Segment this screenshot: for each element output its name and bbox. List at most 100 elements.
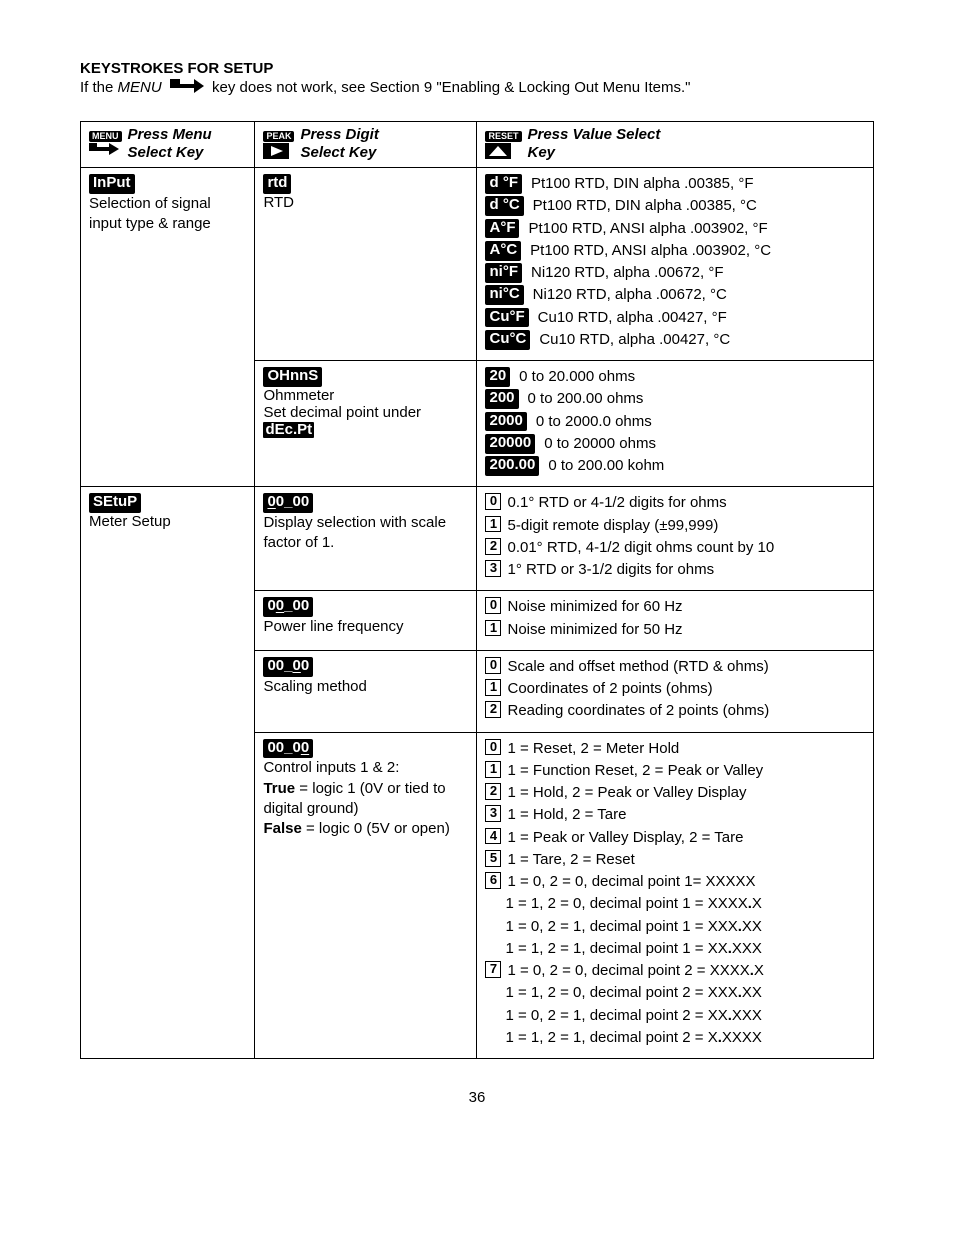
hdr-c3-l1: Press Value Select — [528, 126, 661, 143]
value-option: Cu°C Cu10 RTD, alpha .00427, °C — [485, 330, 865, 350]
option-desc: 1 = Function Reset, 2 = Peak or Valley — [507, 761, 865, 781]
value-option: ni°C Ni120 RTD, alpha .00672, °C — [485, 285, 865, 305]
value-option: ni°F Ni120 RTD, alpha .00672, °F — [485, 263, 865, 283]
rtd-label: rtd — [263, 174, 291, 194]
option-index: 2 — [485, 783, 501, 800]
value-option: 5 1 = Tare, 2 = Reset — [485, 850, 865, 870]
option-desc: 1 = 1, 2 = 0, decimal point 2 = XXX.XX — [505, 983, 865, 1003]
cell-setup-blk1: 00_00 Display selection with scale facto… — [255, 487, 477, 591]
section-heading: KEYSTROKES FOR SETUP — [80, 60, 874, 77]
option-desc: Pt100 RTD, ANSI alpha .003902, °F — [528, 219, 865, 239]
option-key: 200 — [485, 389, 518, 409]
cell-blk4-values: 0 1 = Reset, 2 = Meter Hold 1 1 = Functi… — [477, 732, 874, 1059]
option-desc: 0.01° RTD, 4-1/2 digit ohms count by 10 — [507, 538, 865, 558]
option-desc: Reading coordinates of 2 points (ohms) — [507, 701, 865, 721]
value-option: d °F Pt100 RTD, DIN alpha .00385, °F — [485, 174, 865, 194]
option-desc: 1 = Hold, 2 = Peak or Valley Display — [507, 783, 865, 803]
option-key: Cu°C — [485, 330, 530, 350]
option-key: A°F — [485, 219, 519, 239]
triangle-right-icon — [263, 143, 289, 159]
option-desc: 1 = Peak or Valley Display, 2 = Tare — [507, 828, 865, 848]
value-option: 200 0 to 200.00 ohms — [485, 389, 865, 409]
value-option: 1 Noise minimized for 50 Hz — [485, 620, 865, 640]
value-option: A°F Pt100 RTD, ANSI alpha .003902, °F — [485, 219, 865, 239]
ohms-l2a: Set decimal point under — [263, 404, 421, 421]
value-option: 7 1 = 0, 2 = 0, decimal point 2 = XXXX.X — [485, 961, 865, 981]
option-key: ni°F — [485, 263, 522, 283]
value-option: 1 Coordinates of 2 points (ohms) — [485, 679, 865, 699]
option-desc: 0 to 200.00 kohm — [548, 456, 865, 476]
option-desc: 1 = Tare, 2 = Reset — [507, 850, 865, 870]
cell-input: InPut Selection of signal input type & r… — [81, 168, 255, 487]
option-desc: Noise minimized for 50 Hz — [507, 620, 865, 640]
cell-rtd: rtd RTD — [255, 168, 477, 361]
value-option: A°C Pt100 RTD, ANSI alpha .003902, °C — [485, 241, 865, 261]
value-option: 2 0.01° RTD, 4-1/2 digit ohms count by 1… — [485, 538, 865, 558]
peak-button-label: PEAK — [263, 131, 294, 142]
hdr-c2-l2: Select Key — [300, 144, 376, 161]
value-option: d °C Pt100 RTD, DIN alpha .00385, °C — [485, 196, 865, 216]
option-desc: Cu10 RTD, alpha .00427, °C — [539, 330, 865, 350]
header-col-3: RESET Press Value SelectKey — [477, 122, 874, 168]
value-option-sub: 1 = 1, 2 = 0, decimal point 2 = XXX.XX — [485, 983, 865, 1003]
blk4-l1: Control inputs 1 & 2: — [263, 759, 399, 776]
option-desc: 1 = 1, 2 = 1, decimal point 1 = XX.XXX — [505, 939, 865, 959]
intro-text: If the MENU key does not work, see Secti… — [80, 79, 874, 97]
page-number: 36 — [80, 1089, 874, 1106]
input-desc: Selection of signal input type & range — [89, 195, 211, 232]
option-desc: Ni120 RTD, alpha .00672, °C — [533, 285, 865, 305]
option-desc: Pt100 RTD, DIN alpha .00385, °F — [531, 174, 865, 194]
option-index: 3 — [485, 560, 501, 577]
option-index: 0 — [485, 739, 501, 756]
cell-setup-blk4: 00_00 Control inputs 1 & 2: True = logic… — [255, 732, 477, 1059]
option-index: 1 — [485, 679, 501, 696]
value-option: 4 1 = Peak or Valley Display, 2 = Tare — [485, 828, 865, 848]
intro-prefix: If the — [80, 79, 118, 96]
blk4-false: False — [263, 820, 301, 837]
value-option: 6 1 = 0, 2 = 0, decimal point 1= XXXXX — [485, 872, 865, 892]
value-option: 0 Scale and offset method (RTD & ohms) — [485, 657, 865, 677]
value-option-sub: 1 = 0, 2 = 1, decimal point 1 = XXX.XX — [485, 917, 865, 937]
option-key: 200.00 — [485, 456, 539, 476]
arrow-right-icon — [170, 79, 204, 97]
value-option: 0 1 = Reset, 2 = Meter Hold — [485, 739, 865, 759]
blk2-desc: Power line frequency — [263, 618, 403, 635]
cell-blk2-values: 0 Noise minimized for 60 Hz 1 Noise mini… — [477, 591, 874, 651]
value-option-sub: 1 = 1, 2 = 0, decimal point 1 = XXXX.X — [485, 894, 865, 914]
cell-ohms: OHnnS Ohmmeter Set decimal point under d… — [255, 361, 477, 487]
option-desc: 1 = 0, 2 = 1, decimal point 2 = XX.XXX — [505, 1006, 865, 1026]
value-option: 0 0.1° RTD or 4-1/2 digits for ohms — [485, 493, 865, 513]
option-desc: Pt100 RTD, DIN alpha .00385, °C — [533, 196, 865, 216]
option-desc: 1° RTD or 3-1/2 digits for ohms — [507, 560, 865, 580]
option-index: 0 — [485, 597, 501, 614]
blk4-true: True — [263, 780, 295, 797]
option-desc: 1 = 0, 2 = 0, decimal point 2 = XXXX.X — [507, 961, 865, 981]
option-index: 7 — [485, 961, 501, 978]
option-index: 0 — [485, 657, 501, 674]
blk4-title: 00_00 — [263, 739, 313, 759]
option-desc: 1 = 1, 2 = 1, decimal point 2 = X.XXXX — [505, 1028, 865, 1048]
cell-rtd-values: d °F Pt100 RTD, DIN alpha .00385, °F d °… — [477, 168, 874, 361]
arrow-right-icon — [89, 143, 119, 157]
option-key: A°C — [485, 241, 521, 261]
blk3-title: 00_00 — [263, 657, 313, 677]
setup-label: SEtuP — [89, 493, 141, 513]
blk1-desc: Display selection with scale factor of 1… — [263, 514, 446, 551]
option-index: 0 — [485, 493, 501, 510]
option-desc: 1 = 1, 2 = 0, decimal point 1 = XXXX.X — [505, 894, 865, 914]
header-col-1: MENU Press MenuSelect Key — [81, 122, 255, 168]
cell-setup: SEtuP Meter Setup — [81, 487, 255, 1059]
option-key: 2000 — [485, 412, 526, 432]
value-option: 2 Reading coordinates of 2 points (ohms) — [485, 701, 865, 721]
blk4-false-rest: = logic 0 (5V or open) — [302, 820, 450, 837]
cell-setup-blk3: 00_00 Scaling method — [255, 650, 477, 732]
option-key: 20000 — [485, 434, 535, 454]
option-index: 1 — [485, 761, 501, 778]
reset-button-label: RESET — [485, 131, 521, 142]
value-option: 2000 0 to 2000.0 ohms — [485, 412, 865, 432]
hdr-c1-l1: Press Menu — [128, 126, 212, 143]
option-index: 3 — [485, 805, 501, 822]
value-option: 0 Noise minimized for 60 Hz — [485, 597, 865, 617]
blk4-desc: Control inputs 1 & 2: True = logic 1 (0V… — [263, 759, 449, 837]
header-col-2: PEAK Press DigitSelect Key — [255, 122, 477, 168]
